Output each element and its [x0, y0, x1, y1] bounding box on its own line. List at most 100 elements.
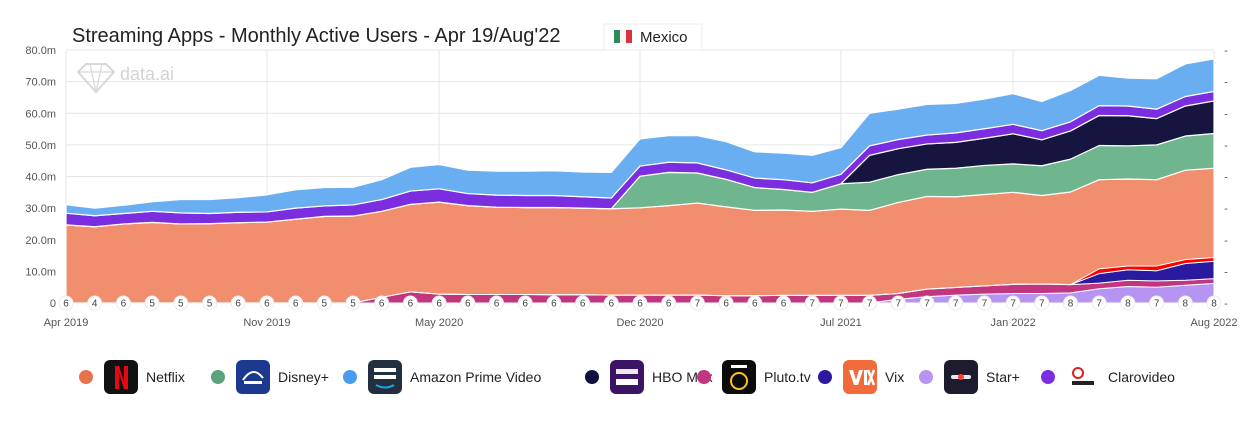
- svg-text:7: 7: [838, 299, 844, 310]
- area-amazon-prime-video: [65, 58, 1215, 217]
- count-badge: 5: [316, 295, 332, 311]
- y-tick-label: 10.0m: [25, 266, 56, 278]
- y-tick-label: 40.0m: [25, 172, 56, 184]
- pluto-tv-icon: [722, 360, 756, 394]
- y-tick-label: 30.0m: [25, 203, 56, 215]
- disney-plus-icon: [236, 360, 270, 394]
- legend-item-star-[interactable]: Star+: [919, 360, 1020, 394]
- svg-text:5: 5: [350, 299, 356, 310]
- right-tick-dash: -: [1224, 235, 1228, 247]
- star-plus-icon: [944, 360, 978, 394]
- count-badge: 6: [259, 295, 275, 311]
- mexico-flag-icon: [614, 30, 620, 43]
- svg-text:8: 8: [1068, 299, 1074, 310]
- svg-text:7: 7: [1010, 299, 1016, 310]
- prime-video-icon: [368, 360, 402, 394]
- legend-item-netflix[interactable]: Netflix: [79, 360, 185, 394]
- svg-text:5: 5: [149, 299, 155, 310]
- legend-item-disney-[interactable]: Disney+: [211, 360, 329, 394]
- count-badge: 6: [661, 295, 677, 311]
- chart-title: Streaming Apps - Monthly Active Users - …: [72, 25, 561, 47]
- count-badge: 6: [402, 295, 418, 311]
- x-tick-label: Jan 2022: [990, 317, 1035, 329]
- y-tick-label: 50.0m: [25, 140, 56, 152]
- svg-text:5: 5: [207, 299, 213, 310]
- x-tick-label: Dec 2020: [616, 317, 663, 329]
- count-badge: 5: [173, 295, 189, 311]
- count-badge: 6: [632, 295, 648, 311]
- legend-dot: [1041, 370, 1055, 384]
- svg-text:6: 6: [264, 299, 270, 310]
- legend-item-amazon-prime-video[interactable]: Amazon Prime Video: [343, 360, 541, 394]
- count-badge: 8: [1177, 295, 1193, 311]
- count-badge: 6: [431, 295, 447, 311]
- legend-item-vix[interactable]: Vix: [818, 360, 904, 394]
- count-badge: 6: [575, 295, 591, 311]
- svg-text:7: 7: [867, 299, 873, 310]
- x-badges: 6 4 6 5 5 5 6 6 6 5 5 6 6 6 6 6 6 6 6 6 6 6 7 6 6 6 7 7 7 7 7 7 7 7 7 8 7 8 7 8…: [58, 295, 1222, 311]
- count-badge: 7: [919, 295, 935, 311]
- svg-text:6: 6: [666, 299, 672, 310]
- legend-item-clarovideo[interactable]: Clarovideo: [1041, 360, 1175, 394]
- svg-text:7: 7: [695, 299, 701, 310]
- count-badge: 7: [833, 295, 849, 311]
- svg-text:7: 7: [1154, 299, 1160, 310]
- count-badge: 8: [1120, 295, 1136, 311]
- legend-label: Star+: [986, 369, 1020, 385]
- clarovideo-icon: [1066, 360, 1100, 394]
- count-badge: 4: [87, 295, 103, 311]
- legend-label: Pluto.tv: [764, 369, 811, 385]
- count-badge: 7: [1034, 295, 1050, 311]
- count-badge: 7: [976, 295, 992, 311]
- count-badge: 6: [374, 295, 390, 311]
- right-tick-dash: -: [1224, 298, 1228, 310]
- svg-text:4: 4: [92, 299, 98, 310]
- count-badge: 6: [546, 295, 562, 311]
- count-badge: 6: [776, 295, 791, 311]
- legend-label: Disney+: [278, 369, 329, 385]
- legend-label: HBO Max: [652, 369, 713, 385]
- right-tick-dash: -: [1224, 77, 1228, 89]
- legend-dot: [585, 370, 599, 384]
- count-badge: 5: [345, 295, 361, 311]
- svg-text:6: 6: [752, 299, 758, 310]
- svg-text:7: 7: [953, 299, 959, 310]
- x-tick-label: Apr 2019: [44, 317, 89, 329]
- legend-dot: [919, 370, 933, 384]
- region-selector[interactable]: Mexico: [603, 23, 703, 51]
- right-tick-dash: -: [1224, 172, 1228, 184]
- svg-text:6: 6: [63, 299, 69, 310]
- diamond-logo-icon: [76, 63, 116, 94]
- vix-icon: [843, 360, 877, 394]
- count-badge: 6: [288, 295, 304, 311]
- count-badge: 7: [890, 295, 906, 311]
- count-badge: 6: [58, 295, 74, 311]
- svg-text:6: 6: [781, 299, 787, 310]
- svg-text:7: 7: [1039, 299, 1045, 310]
- svg-text:6: 6: [637, 299, 643, 310]
- legend-item-hbo-max[interactable]: HBO Max: [585, 360, 713, 394]
- legend-label: Clarovideo: [1108, 369, 1175, 385]
- count-badge: 7: [1149, 295, 1165, 311]
- svg-text:7: 7: [1096, 299, 1102, 310]
- right-tick-dash: -: [1224, 266, 1228, 278]
- svg-text:8: 8: [1183, 299, 1189, 310]
- svg-text:6: 6: [494, 299, 500, 310]
- svg-text:7: 7: [896, 299, 902, 310]
- svg-text:6: 6: [551, 299, 557, 310]
- count-badge: 6: [460, 295, 476, 311]
- count-badge: 6: [603, 295, 619, 311]
- svg-text:6: 6: [408, 299, 414, 310]
- svg-text:6: 6: [293, 299, 299, 310]
- legend-label: Amazon Prime Video: [410, 369, 541, 385]
- right-tick-dash: -: [1224, 108, 1228, 120]
- right-tick-dash: -: [1224, 45, 1228, 57]
- y-tick-label: 80.0m: [25, 45, 56, 57]
- svg-text:6: 6: [723, 299, 729, 310]
- legend-item-pluto-tv[interactable]: Pluto.tv: [697, 360, 811, 394]
- svg-text:6: 6: [609, 299, 615, 310]
- chart-areas: [65, 58, 1215, 304]
- legend: Netflix Disney+ Amazon Prime Video HBO Max P…: [79, 360, 1175, 394]
- svg-text:5: 5: [178, 299, 184, 310]
